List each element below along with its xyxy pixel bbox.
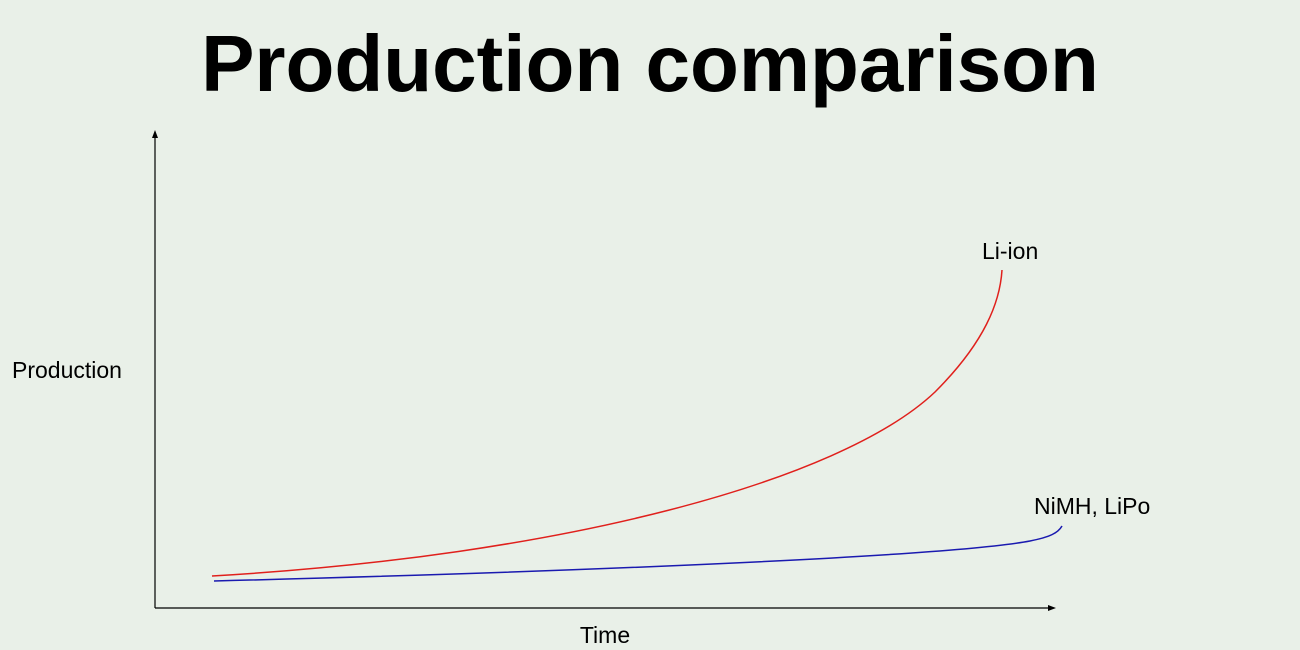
y-axis-arrow bbox=[152, 130, 158, 138]
title: Production comparison bbox=[201, 19, 1099, 108]
li-ion-curve bbox=[211, 269, 1003, 577]
curve-label: Li-ion bbox=[982, 238, 1038, 264]
nimh-lipo-curve bbox=[213, 525, 1063, 582]
y-axis-label: Production bbox=[12, 357, 122, 383]
x-axis-arrow bbox=[1048, 605, 1056, 611]
curve-label: NiMH, LiPo bbox=[1034, 493, 1150, 519]
x-axis-label: Time bbox=[580, 622, 630, 648]
